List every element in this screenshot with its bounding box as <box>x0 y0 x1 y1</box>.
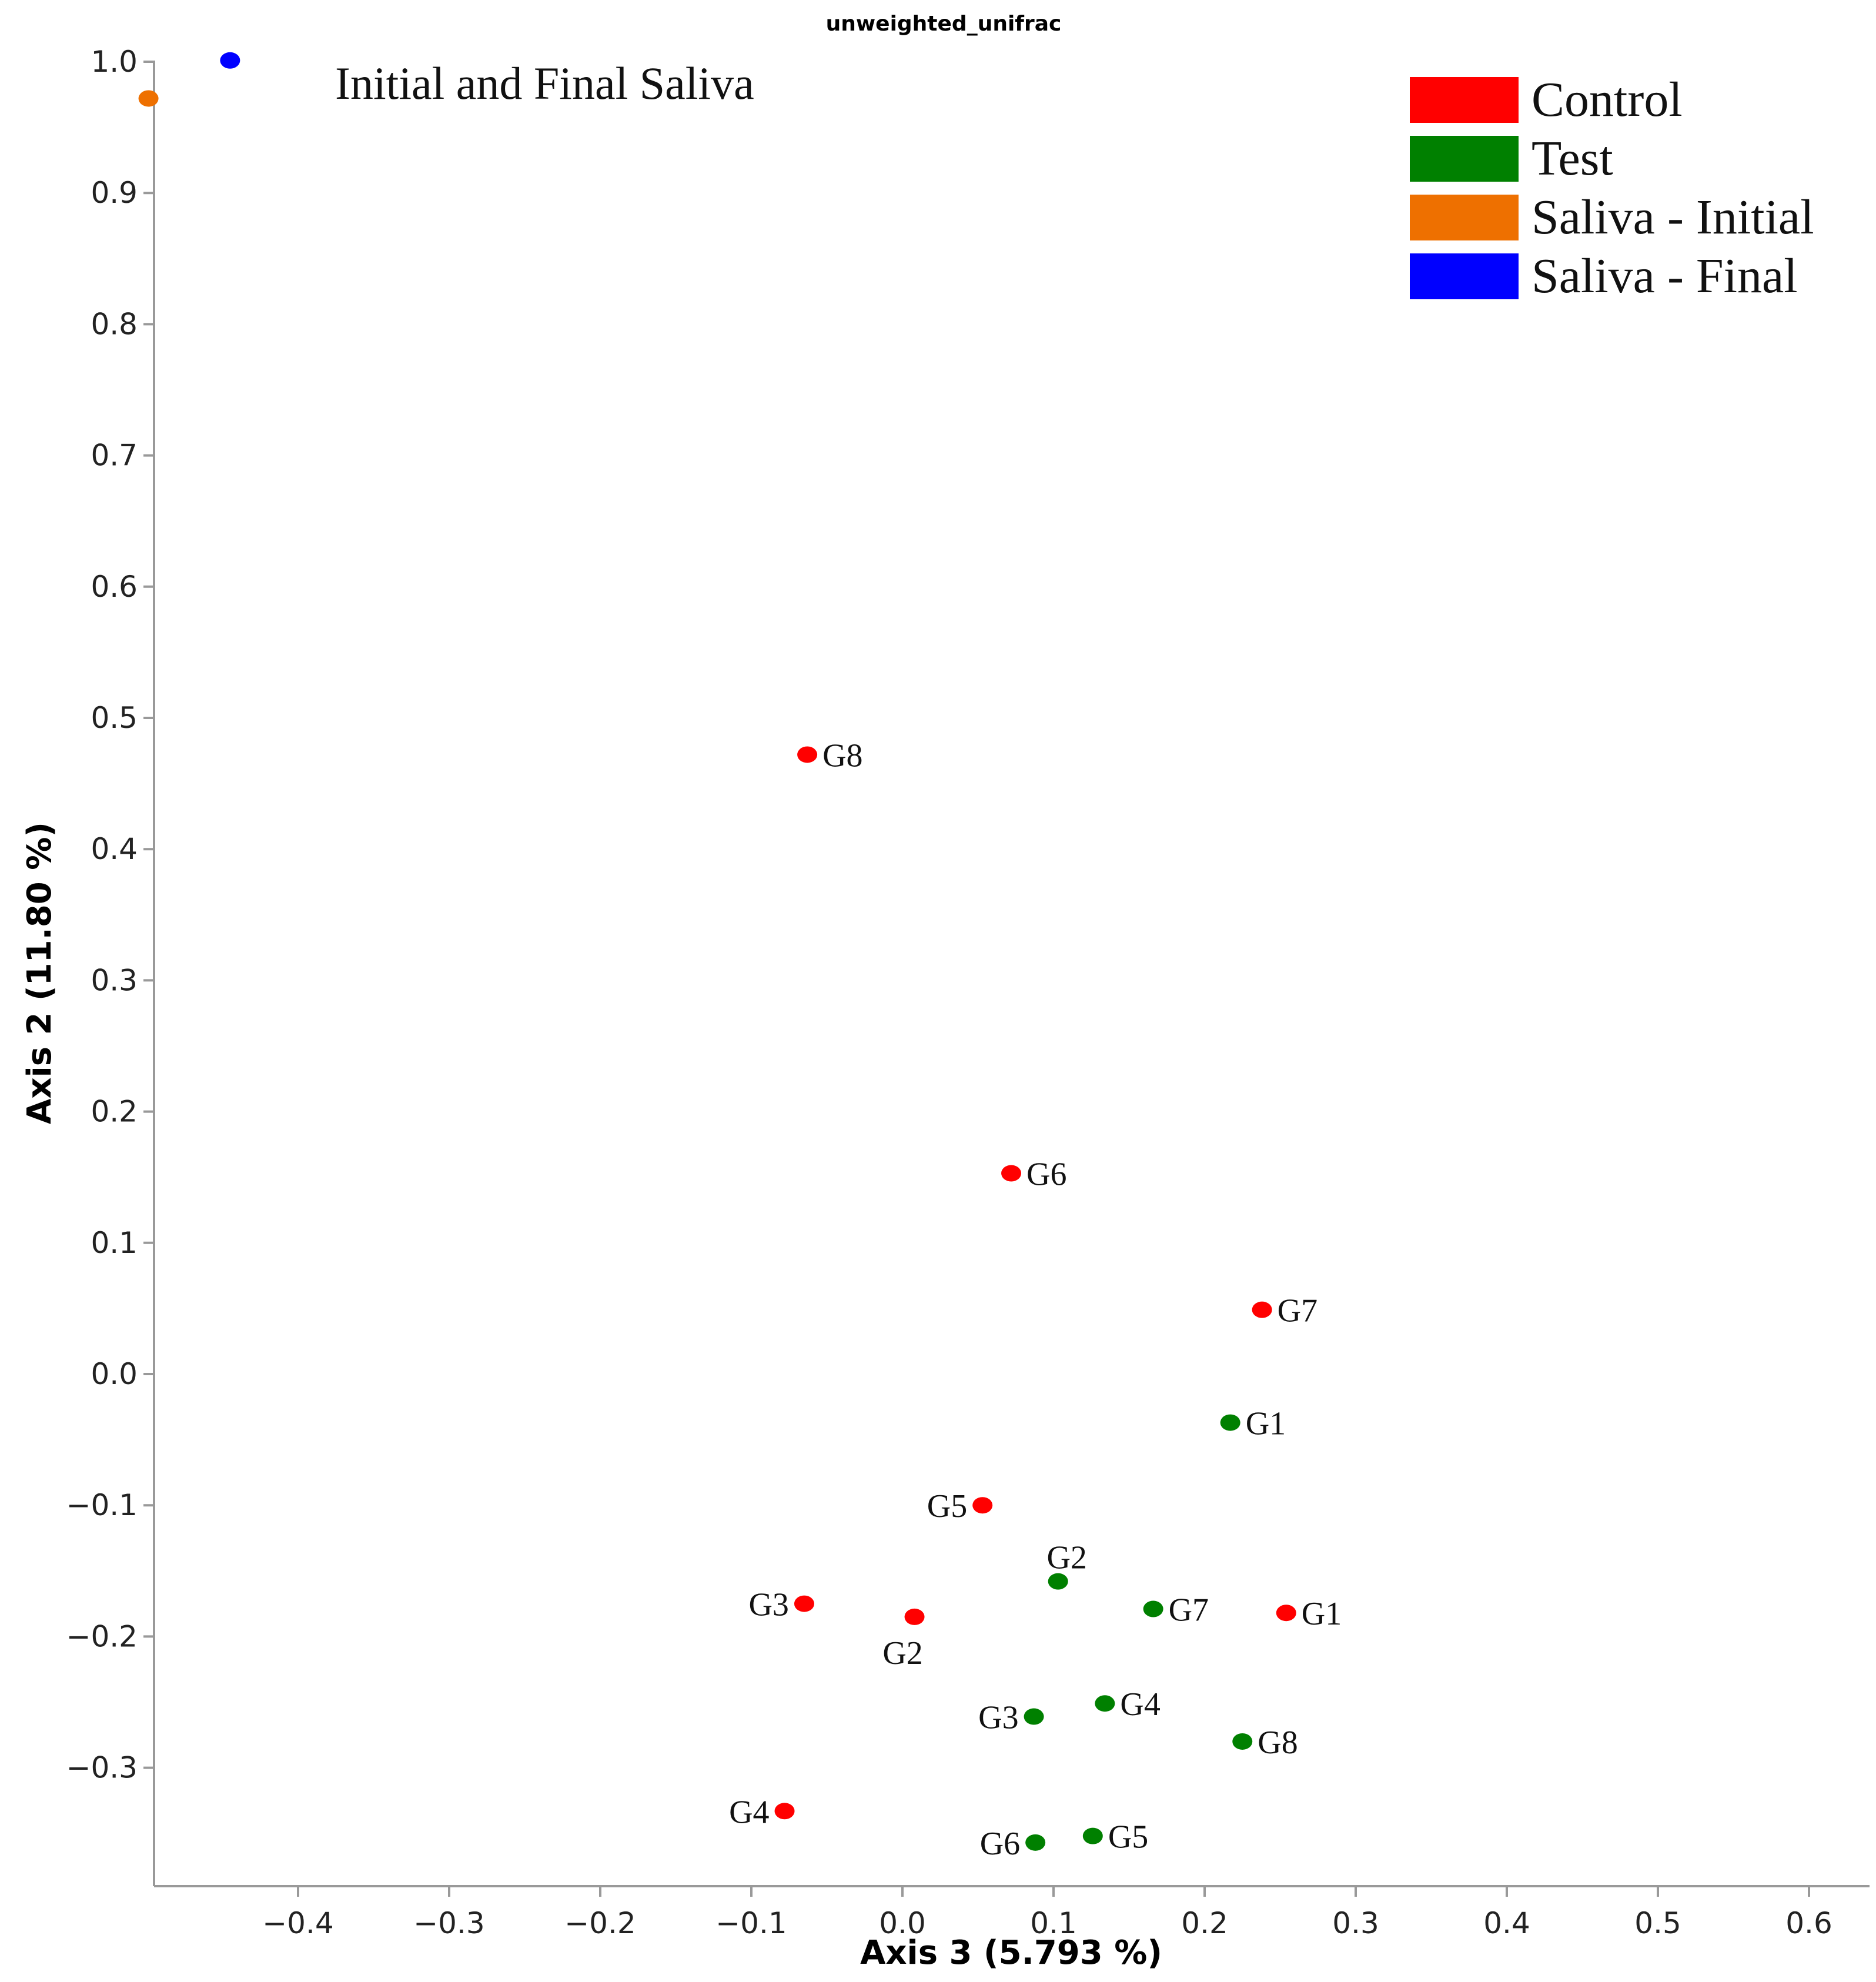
legend-label-test: Test <box>1531 131 1613 186</box>
point-control <box>774 1803 795 1820</box>
y-tick-label: 0.8 <box>91 307 138 341</box>
point-label-control: G1 <box>1302 1596 1342 1632</box>
x-tick-label: 0.6 <box>1785 1906 1832 1940</box>
y-tick-label: 0.3 <box>91 963 138 997</box>
point-control <box>1001 1165 1022 1182</box>
x-tick-label: −0.1 <box>715 1906 787 1940</box>
y-ticks: 1.0 0.9 0.8 0.7 0.6 0.5 0.4 0.3 0.2 0.1 0.0 −0.1 −0.… <box>66 45 154 1785</box>
point-test <box>1025 1834 1046 1851</box>
point-control <box>904 1608 925 1625</box>
legend-label-saliva-initial: Saliva - Initial <box>1531 190 1814 245</box>
point-label-test: G2 <box>1046 1540 1086 1576</box>
point-control <box>794 1595 814 1612</box>
point-label-test: G7 <box>1169 1592 1209 1629</box>
y-tick-label: −0.1 <box>66 1488 138 1522</box>
x-tick-label: −0.4 <box>262 1906 333 1940</box>
axes <box>153 61 1870 1887</box>
y-tick-label: 0.0 <box>91 1357 138 1391</box>
x-tick-label: 0.4 <box>1483 1906 1530 1940</box>
point-label-control: G3 <box>748 1587 788 1623</box>
point-test <box>1082 1827 1103 1844</box>
point-label-test: G5 <box>1108 1819 1148 1856</box>
legend-swatch-saliva-final <box>1410 253 1519 299</box>
point-test <box>1232 1733 1253 1750</box>
point-label-control: G8 <box>822 737 862 774</box>
y-tick-label: 0.5 <box>91 701 138 735</box>
point-label-control: G5 <box>927 1488 967 1525</box>
point-label-control: G2 <box>882 1635 922 1672</box>
x-tick-label: −0.3 <box>413 1906 484 1940</box>
y-tick-label: −0.3 <box>66 1751 138 1785</box>
y-tick-label: 1.0 <box>91 45 138 79</box>
legend-label-saliva-final: Saliva - Final <box>1531 249 1798 303</box>
x-tick-label: 0.3 <box>1332 1906 1379 1940</box>
point-label-test: G8 <box>1258 1724 1298 1761</box>
saliva-annotation: Initial and Final Saliva <box>335 58 754 109</box>
point-test <box>1095 1695 1115 1712</box>
x-tick-label: 0.1 <box>1030 1906 1077 1940</box>
y-tick-label: 0.6 <box>91 570 138 604</box>
point-label-test: G4 <box>1120 1686 1160 1723</box>
legend-swatch-control <box>1410 77 1519 123</box>
x-tick-label: 0.0 <box>879 1906 926 1940</box>
x-tick-label: 0.2 <box>1181 1906 1228 1940</box>
legend-label-control: Control <box>1531 72 1683 127</box>
chart-title: unweighted_unifrac <box>826 12 1062 36</box>
x-axis-title: Axis 3 (5.793 %) <box>860 1934 1162 1972</box>
x-tick-label: 0.5 <box>1634 1906 1681 1940</box>
point-control <box>1276 1605 1296 1622</box>
point-test <box>1024 1708 1044 1725</box>
y-tick-label: 0.7 <box>91 439 138 473</box>
data-points: G8 G6 G7 G5 G3 G2 G1 G4 G1 G2 G7 G4 G3 G8 G5 G6 <box>138 52 1342 1862</box>
legend-swatch-test <box>1410 136 1519 182</box>
legend-swatch-saliva-initial <box>1410 195 1519 240</box>
point-test <box>1048 1573 1068 1590</box>
point-control <box>797 746 818 763</box>
y-tick-label: −0.2 <box>66 1619 138 1653</box>
x-tick-label: −0.2 <box>564 1906 636 1940</box>
point-label-control: G6 <box>1026 1157 1066 1193</box>
point-control <box>1252 1301 1272 1318</box>
x-ticks: −0.4 −0.3 −0.2 −0.1 0.0 0.1 0.2 0.3 0.4 0.5 0.6 <box>262 1886 1832 1940</box>
point-label-control: G7 <box>1278 1293 1317 1329</box>
point-saliva-initial <box>138 90 159 107</box>
point-label-control: G4 <box>729 1794 769 1830</box>
y-tick-label: 0.1 <box>91 1226 138 1260</box>
point-label-test: G1 <box>1246 1406 1286 1442</box>
point-test <box>1143 1600 1163 1617</box>
y-tick-label: 0.9 <box>91 176 138 210</box>
point-control <box>972 1497 993 1514</box>
y-tick-label: 0.2 <box>91 1095 138 1129</box>
point-label-test: G3 <box>978 1700 1018 1736</box>
point-saliva-final <box>220 52 240 69</box>
point-label-test: G6 <box>980 1826 1020 1862</box>
point-test <box>1220 1414 1240 1431</box>
y-tick-label: 0.4 <box>91 832 138 866</box>
y-axis-title: Axis 2 (11.80 %) <box>21 822 59 1124</box>
